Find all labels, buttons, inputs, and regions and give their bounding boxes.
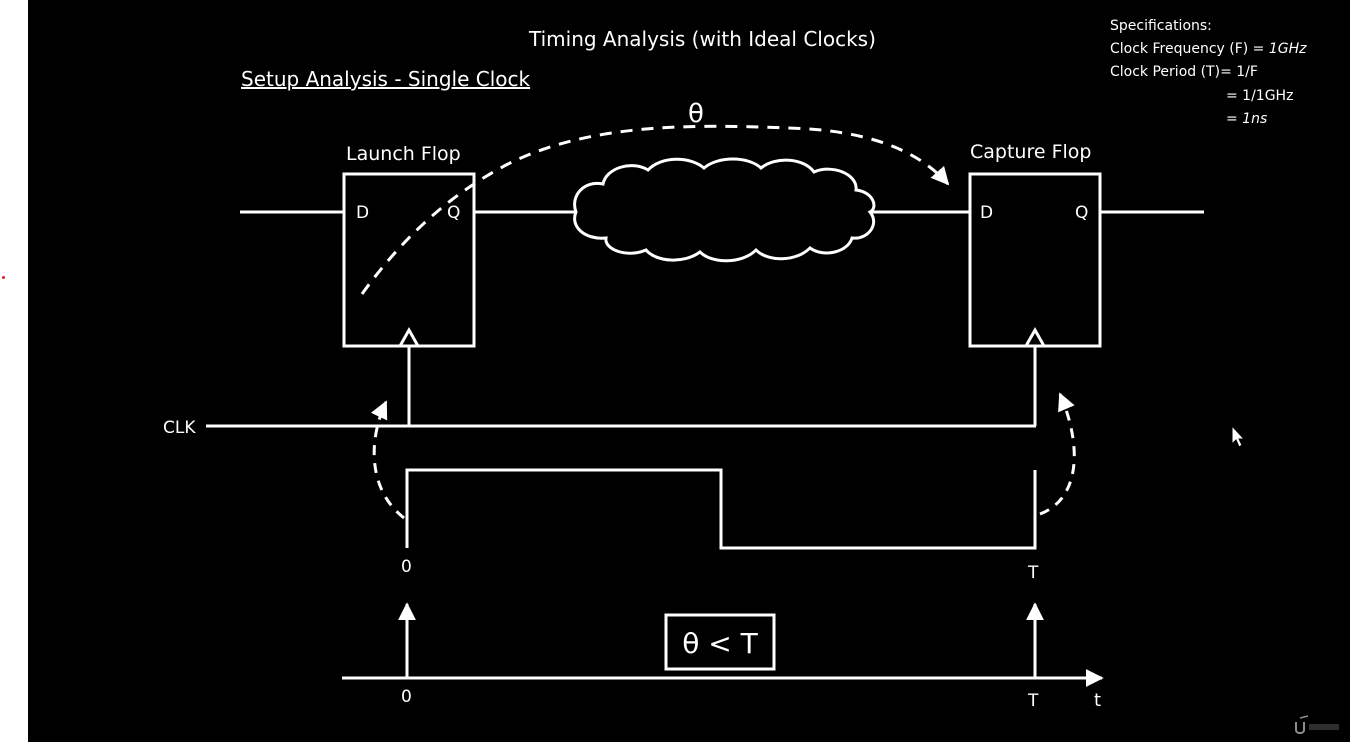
launch-edge-arrow [370, 400, 405, 520]
timeline-zero-label: 0 [401, 687, 412, 707]
capture-edge-arrow [1039, 392, 1076, 516]
theta-label: θ [688, 99, 704, 129]
capture-flop-title: Capture Flop [970, 141, 1091, 163]
spec-period-calc: = 1/1GHz [1226, 88, 1294, 104]
slide-title: Timing Analysis (with Ideal Clocks) [529, 27, 876, 51]
timing-diagram: Launch Flop Capture Flop D Q D Q θ CLK [163, 99, 1339, 734]
spec-frequency: Clock Frequency (F) = 1GHz [1110, 41, 1307, 57]
condition-text: θ < T [682, 627, 758, 660]
clk-label: CLK [163, 418, 196, 438]
capture-flop-q-pin: Q [1075, 203, 1088, 223]
capture-flop-box [968, 172, 1102, 348]
waveform-zero-label: 0 [401, 557, 412, 577]
spec-period: Clock Period (T)= 1/F [1110, 64, 1258, 80]
spec-period-result: = 1ns [1226, 111, 1268, 127]
spec-heading: Specifications: [1110, 18, 1212, 34]
capture-flop-d-pin: D [980, 203, 993, 223]
spec-frequency-value: 1GHz [1268, 41, 1307, 57]
waveform-t-label: T [1027, 563, 1039, 583]
red-marker-dot [2, 276, 5, 279]
timeline-t-label: T [1027, 691, 1039, 711]
launch-flop-q-pin: Q [447, 203, 460, 223]
udemy-logo [1295, 715, 1339, 734]
time-axis-label: t [1094, 690, 1101, 711]
theta-path-arrow [360, 124, 950, 295]
clock-waveform [405, 468, 1037, 550]
capture-flop-clock-pin [1024, 326, 1046, 347]
arrow-cursor-icon [1231, 424, 1246, 448]
condition-box [664, 613, 776, 671]
combinational-logic-cloud [573, 157, 876, 263]
spec-frequency-label: Clock Frequency (F) = [1110, 41, 1269, 57]
slide-subtitle: Setup Analysis - Single Clock [241, 67, 531, 91]
slide-canvas: Timing Analysis (with Ideal Clocks) Setu… [28, 0, 1350, 742]
launch-flop-box [342, 172, 476, 348]
launch-flop-title: Launch Flop [346, 143, 461, 165]
launch-flop-clock-pin [398, 326, 420, 347]
launch-flop-d-pin: D [356, 203, 369, 223]
